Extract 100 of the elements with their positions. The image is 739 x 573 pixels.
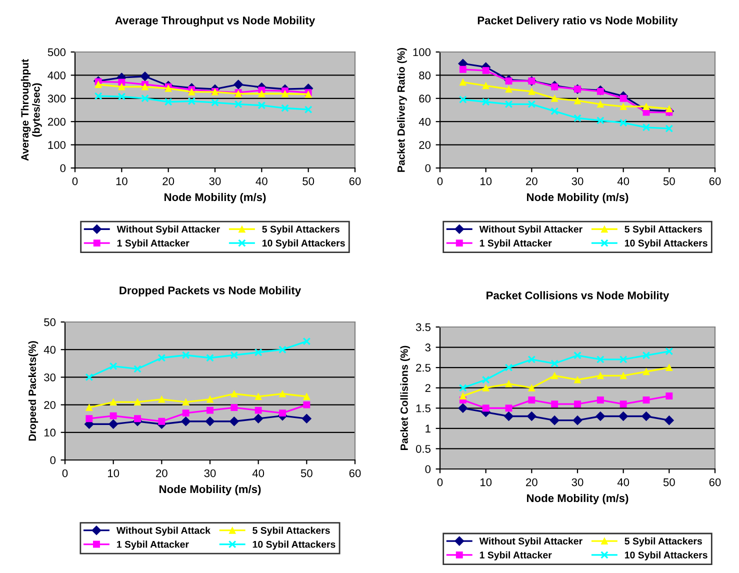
point (205, 416, 215, 426)
x-tick-label: 30 (204, 469, 216, 478)
point (86, 404, 93, 412)
point (665, 124, 674, 133)
point (230, 390, 238, 398)
point (158, 418, 166, 425)
x-tick-label: 50 (663, 177, 675, 186)
point (254, 406, 262, 414)
x-tick-label: 30 (572, 478, 584, 486)
point (164, 98, 172, 106)
x-tick-label: 10 (480, 177, 492, 186)
point (620, 372, 627, 380)
point (211, 98, 219, 107)
point (86, 415, 93, 422)
point (666, 364, 673, 372)
point (94, 92, 102, 100)
point (551, 372, 558, 380)
legend-label: 5 Sybil Attackers (624, 537, 702, 546)
x-axis-title: Node Mobility (m/s) (160, 484, 261, 496)
point (572, 416, 582, 426)
point (118, 83, 126, 90)
point (482, 384, 490, 392)
y-tick-label: 60 (419, 94, 431, 103)
x-tick-label: 20 (162, 177, 174, 186)
legend-label: 5 Sybil Attackers (252, 526, 330, 536)
point (458, 403, 468, 413)
y-tick-label: 500 (48, 48, 66, 56)
legend-label: Without Sybil Attack (116, 526, 210, 536)
y-tick-label: 0 (425, 164, 431, 172)
point (304, 106, 312, 114)
point (505, 86, 512, 93)
y-tick-label: 100 (48, 141, 66, 149)
point (141, 94, 149, 102)
point (234, 80, 244, 90)
point (665, 347, 674, 356)
y-tick-label: 20 (44, 401, 56, 409)
point (229, 416, 239, 426)
x-tick-label: 0 (437, 478, 443, 486)
point (504, 411, 514, 422)
point (110, 412, 117, 420)
point (278, 346, 286, 354)
point (528, 100, 536, 108)
x-tick-label: 0 (437, 177, 443, 186)
y-axis-title: Packet Delivery Ratio (%) (397, 48, 407, 172)
point (574, 114, 582, 122)
point (206, 354, 214, 362)
x-tick-label: 20 (156, 469, 168, 478)
point (550, 360, 559, 368)
y-tick-label: 30 (44, 373, 56, 382)
point (642, 351, 650, 360)
point (620, 94, 627, 102)
point (619, 118, 628, 127)
y-tick-label: 100 (413, 48, 431, 56)
point (158, 354, 166, 362)
point (505, 380, 512, 388)
point (302, 337, 311, 346)
y-tick-label: 10 (44, 428, 56, 437)
legend-label: 1 Sybil Attacker (480, 551, 552, 560)
point (619, 355, 628, 364)
point (596, 372, 604, 380)
y-tick-label: 1.5 (416, 404, 431, 412)
point (482, 404, 490, 412)
point (574, 400, 581, 408)
point (158, 396, 166, 403)
x-tick-label: 10 (108, 469, 120, 478)
point (110, 398, 117, 406)
point (551, 400, 558, 408)
legend-label: 10 Sybil Attackers (262, 239, 345, 248)
x-axis-title: Node Mobility (m/s) (527, 494, 628, 504)
point (303, 393, 310, 400)
point (134, 415, 141, 422)
point (574, 376, 581, 384)
y-axis-title: Packet Collisions (%) (400, 346, 410, 450)
point (254, 414, 264, 424)
legend-label: 10 Sybil Attackers (252, 540, 336, 550)
x-tick-label: 0 (72, 177, 78, 186)
point (182, 351, 190, 360)
x-tick-label: 40 (617, 177, 630, 186)
point (258, 101, 266, 110)
point (551, 94, 558, 102)
point (482, 82, 490, 90)
point (574, 351, 582, 360)
point (482, 376, 490, 384)
point (642, 103, 650, 110)
x-tick-label: 60 (349, 469, 361, 478)
point (230, 404, 238, 412)
x-tick-label: 60 (709, 478, 721, 486)
point (282, 90, 288, 98)
point (482, 98, 490, 106)
y-tick-label: 200 (48, 118, 66, 126)
point (142, 83, 148, 90)
point (118, 78, 126, 86)
y-tick-label: 0 (60, 164, 66, 172)
point (134, 398, 141, 406)
point (459, 66, 466, 73)
legend-label: 5 Sybil Attackers (262, 225, 340, 235)
legend-label: 5 Sybil Attackers (624, 225, 702, 235)
y-tick-label: 20 (419, 141, 431, 149)
point (302, 414, 312, 424)
point (596, 411, 606, 422)
